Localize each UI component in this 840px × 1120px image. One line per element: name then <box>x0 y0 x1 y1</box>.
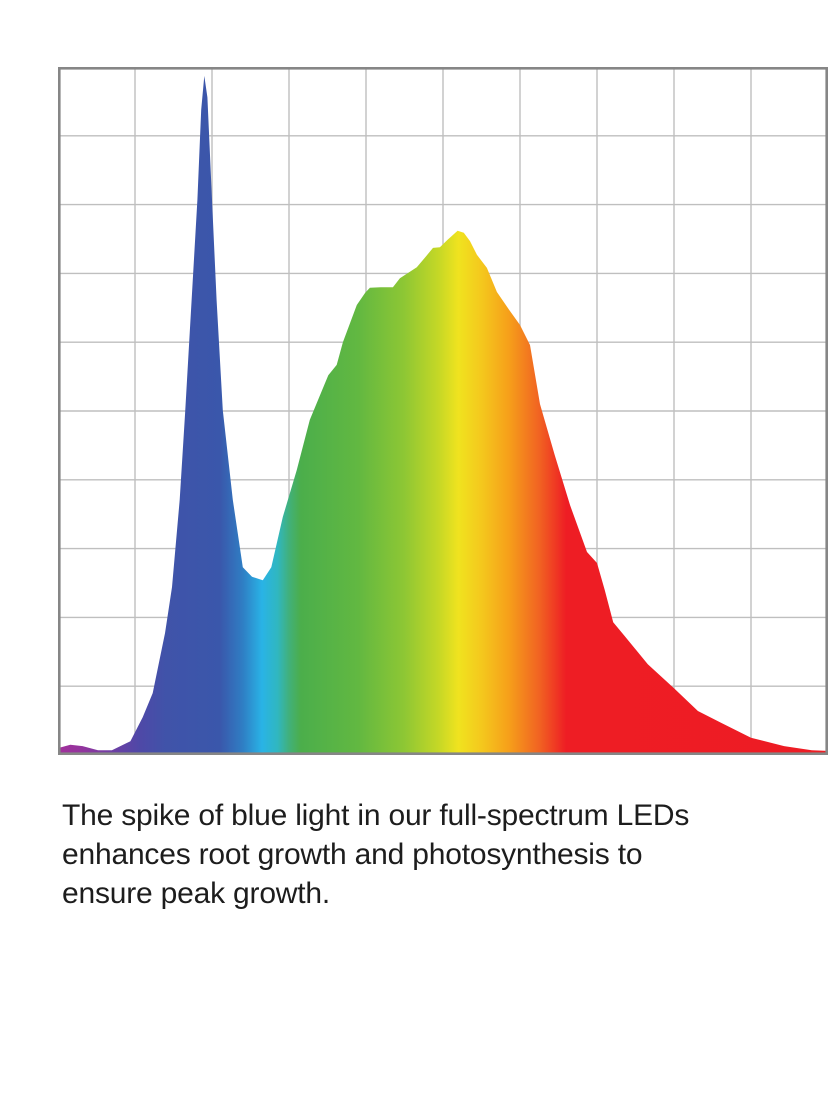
spectrum-area <box>58 75 828 755</box>
spectrum-svg <box>58 67 828 755</box>
caption-text: The spike of blue light in our full-spec… <box>62 796 792 913</box>
caption-line: enhances root growth and photosynthesis … <box>62 838 643 871</box>
caption-line: ensure peak growth. <box>62 877 331 910</box>
chart-border <box>58 67 828 755</box>
spectrum-chart <box>58 67 828 755</box>
caption-line: The spike of blue light in our full-spec… <box>62 799 690 832</box>
